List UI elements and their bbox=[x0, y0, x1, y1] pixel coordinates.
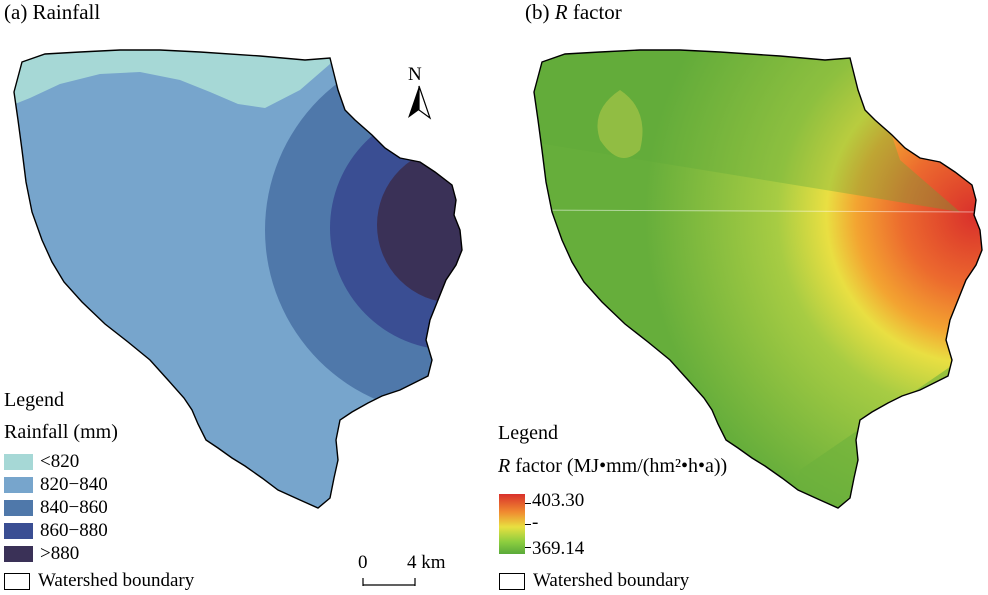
legend-a-boundary: Watershed boundary bbox=[4, 570, 194, 592]
legend-label: <820 bbox=[40, 451, 80, 472]
ramp-tick-mid bbox=[525, 524, 531, 525]
legend-a-class-3: 860−880 bbox=[4, 520, 108, 542]
ramp-min-label: 369.14 bbox=[532, 538, 585, 559]
panel-b-title-var: R bbox=[554, 0, 568, 24]
ramp-tick-min bbox=[525, 547, 531, 548]
watershed-boundary-a bbox=[13, 49, 463, 509]
legend-swatch bbox=[4, 454, 33, 470]
zone-lt-820 bbox=[14, 50, 340, 110]
scale-end-label: 4 km bbox=[407, 552, 446, 573]
legend-a-class-2: 840−860 bbox=[4, 497, 108, 519]
scale-bar-icon bbox=[362, 578, 416, 586]
legend-label: 820−840 bbox=[40, 474, 108, 495]
ramp-max-label: 403.30 bbox=[532, 490, 585, 511]
boundary-swatch bbox=[499, 572, 525, 590]
legend-swatch bbox=[4, 477, 33, 493]
panel-a-title: (a) Rainfall bbox=[4, 0, 101, 24]
legend-b-subheading: R factor (MJ•mm/(hm²•h•a)) bbox=[498, 455, 727, 478]
panel-b-title-suffix: factor bbox=[567, 0, 622, 24]
legend-a-class-4: >880 bbox=[4, 543, 79, 565]
panel-b-title-prefix: (b) bbox=[525, 0, 555, 24]
scale-start-label: 0 bbox=[358, 552, 368, 573]
legend-b-unit: factor (MJ•mm/(hm²•h•a)) bbox=[510, 455, 728, 477]
legend-label: 860−880 bbox=[40, 520, 108, 541]
legend-a-class-1: 820−840 bbox=[4, 474, 108, 496]
r-factor-northwest-patch bbox=[597, 90, 643, 158]
north-label: N bbox=[408, 64, 422, 85]
r-factor-north-band bbox=[534, 50, 960, 212]
color-ramp bbox=[499, 494, 525, 554]
legend-label: 840−860 bbox=[40, 497, 108, 518]
legend-a-heading: Legend bbox=[4, 389, 64, 411]
watershed-boundary-b bbox=[533, 49, 983, 509]
legend-b-heading: Legend bbox=[498, 422, 558, 444]
legend-label: Watershed boundary bbox=[38, 570, 195, 591]
legend-a-subheading: Rainfall (mm) bbox=[4, 421, 118, 443]
zone-gt-880 bbox=[377, 147, 462, 303]
legend-b-var: R bbox=[498, 455, 511, 477]
r-factor-surface bbox=[534, 50, 982, 508]
ramp-tick-max bbox=[525, 503, 531, 504]
panel-b-title: (b) R factor bbox=[525, 0, 622, 25]
r-factor-seam bbox=[534, 209, 982, 213]
legend-swatch bbox=[4, 523, 33, 539]
legend-b-boundary: Watershed boundary bbox=[499, 570, 689, 592]
legend-label: >880 bbox=[40, 543, 80, 564]
legend-a-class-0: <820 bbox=[4, 451, 79, 473]
boundary-swatch bbox=[4, 572, 30, 590]
ramp-mid-label: - bbox=[532, 512, 539, 533]
legend-swatch bbox=[4, 500, 33, 516]
legend-swatch bbox=[4, 546, 33, 562]
legend-label: Watershed boundary bbox=[533, 570, 690, 591]
north-arrow-icon bbox=[408, 85, 432, 120]
